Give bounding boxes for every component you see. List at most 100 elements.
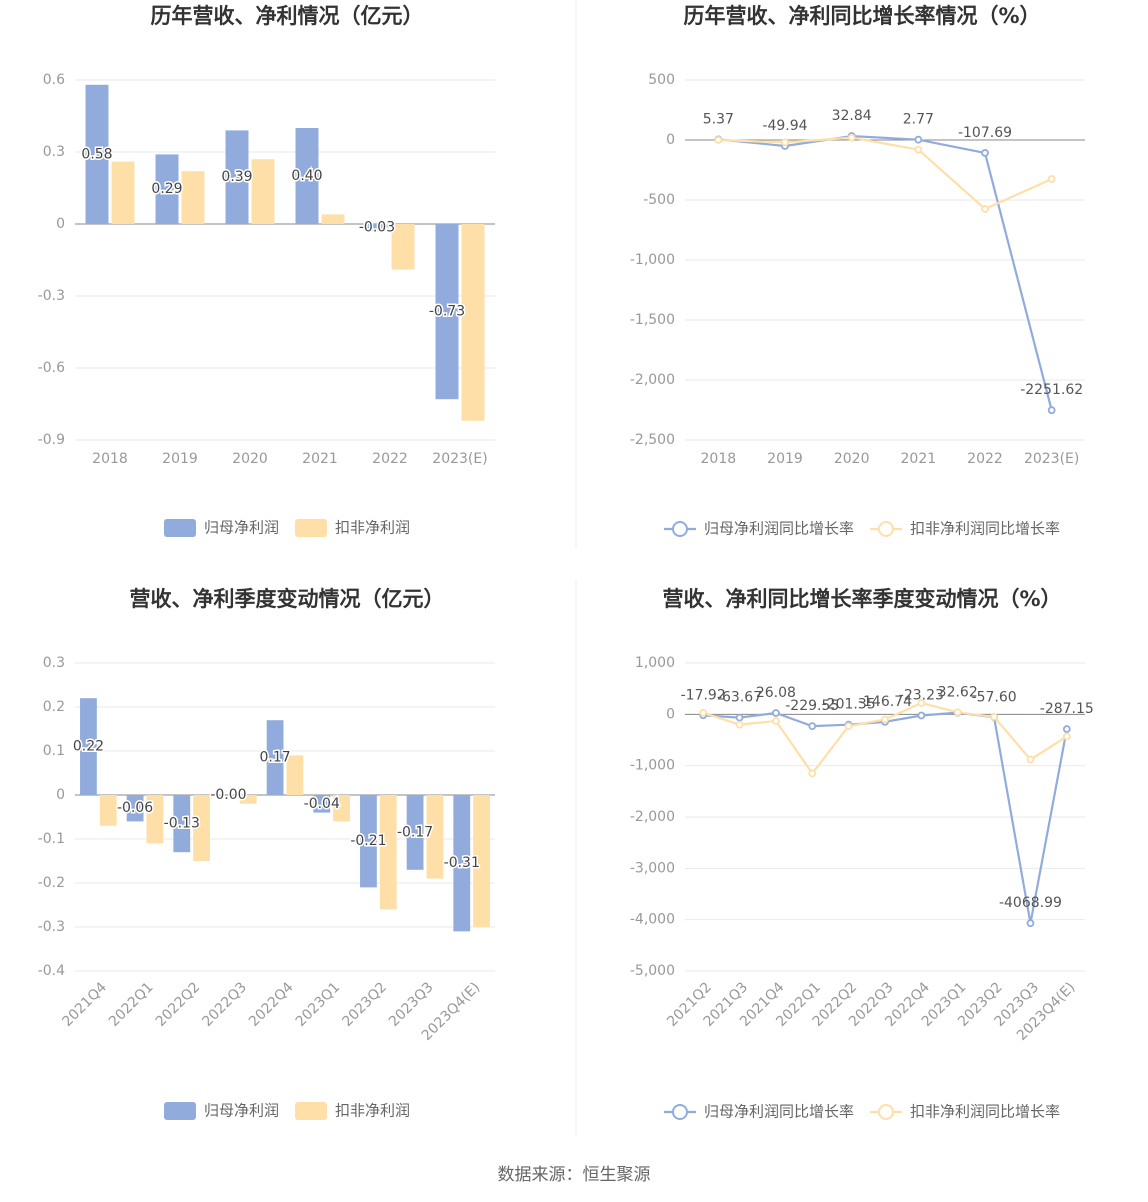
data-label: 0.29: [151, 181, 182, 197]
x-tick-label: 2019: [767, 451, 803, 467]
point: [981, 149, 989, 157]
bar: [435, 224, 459, 400]
legend: 归母净利润同比增长率 扣非净利润同比增长率: [663, 1103, 1060, 1121]
x-tick-label: 2023(E): [1024, 451, 1079, 467]
point: [735, 713, 744, 722]
point: [772, 717, 780, 725]
x-tick-label: 2022Q4: [246, 979, 297, 1030]
y-tick-label: -2,000: [630, 809, 675, 825]
data-label: -107.69: [958, 125, 1012, 141]
x-tick-label: 2022Q2: [153, 979, 204, 1030]
bar: [461, 224, 485, 421]
y-tick-label: 0.1: [43, 743, 65, 759]
data-label: 0.58: [81, 146, 112, 162]
point: [914, 135, 923, 144]
legend-swatch: [163, 519, 196, 537]
bar: [286, 755, 304, 795]
legend-label: 归母净利润同比增长率: [704, 520, 854, 538]
data-label: -0.73: [429, 304, 465, 320]
x-tick-label: 2023Q2: [339, 979, 390, 1030]
bar: [295, 128, 319, 224]
y-tick-label: 0: [666, 132, 675, 148]
line: [718, 136, 1053, 211]
y-tick-label: 500: [648, 72, 675, 88]
legend: 归母净利润 扣非净利润: [163, 519, 410, 537]
bar: [379, 795, 397, 910]
bar: [239, 795, 257, 804]
bar: [126, 795, 144, 822]
line: [718, 134, 1053, 411]
data-label: -0.03: [359, 220, 395, 236]
data-label: 0.39: [221, 169, 252, 185]
point: [772, 709, 780, 717]
data-label: 32.62: [938, 685, 978, 701]
point: [917, 699, 926, 707]
x-tick-label: 2022Q3: [199, 979, 250, 1030]
point: [917, 711, 926, 720]
y-tick-label: -0.6: [38, 360, 65, 376]
data-label: -0.06: [117, 800, 153, 816]
data-label: -49.94: [762, 118, 807, 134]
bar: [85, 84, 109, 224]
legend-swatch: [671, 1104, 688, 1120]
line: [703, 711, 1068, 924]
x-tick-label: 2020: [834, 451, 870, 467]
data-label: 0.22: [73, 739, 104, 755]
y-tick-label: 1,000: [635, 655, 675, 671]
x-tick-label: 2022Q1: [106, 979, 157, 1030]
data-label: -57.60: [972, 689, 1017, 705]
x-tick-label: 2023Q1: [293, 979, 344, 1030]
data-label: -63.67: [717, 690, 762, 706]
chart-title: 历年营收、净利情况（亿元）: [151, 4, 424, 28]
y-tick-label: 0.3: [43, 144, 65, 160]
y-tick-label: 0.6: [43, 72, 65, 88]
data-label: -0.17: [397, 824, 433, 840]
y-tick-label: -2,000: [630, 372, 675, 388]
data-label: 0.40: [291, 168, 322, 184]
y-tick-label: -0.9: [38, 432, 65, 448]
point: [881, 715, 889, 724]
data-label: -287.15: [1040, 701, 1094, 717]
point: [1062, 725, 1071, 733]
x-tick-label: 2021: [302, 451, 338, 467]
bar: [80, 698, 97, 795]
point: [990, 713, 998, 721]
bar: [406, 795, 424, 870]
y-tick-label: -0.3: [38, 288, 65, 304]
legend-label: 归母净利润: [204, 1102, 279, 1120]
legend: 归母净利润 扣非净利润: [163, 1102, 410, 1120]
x-tick-label: 2023(E): [432, 451, 487, 467]
bar: [225, 130, 249, 224]
bar: [321, 214, 345, 224]
bar: [266, 720, 284, 795]
bar: [426, 795, 444, 879]
data-label: -2251.62: [1020, 382, 1083, 398]
y-tick-label: -1,500: [630, 312, 675, 328]
data-label: 2.77: [903, 112, 934, 128]
point: [735, 720, 744, 729]
point: [1047, 406, 1056, 415]
point: [1026, 755, 1035, 764]
point: [953, 708, 962, 717]
legend-label: 扣非净利润: [335, 519, 410, 537]
point: [699, 708, 708, 717]
chart-title: 营收、净利季度变动情况（亿元）: [130, 587, 445, 611]
data-label: 26.08: [756, 685, 796, 701]
bar: [360, 795, 377, 888]
y-tick-label: 0.3: [43, 655, 65, 671]
legend-swatch: [295, 1102, 327, 1120]
y-tick-label: -0.4: [38, 963, 65, 979]
data-label: -0.21: [350, 833, 386, 849]
x-tick-label: 2018: [701, 451, 737, 467]
data-label: -0.13: [164, 816, 200, 832]
legend-label: 扣非净利润: [335, 1102, 410, 1120]
legend-label: 扣非净利润同比增长率: [910, 520, 1060, 538]
legend-label: 归母净利润同比增长率: [704, 1103, 854, 1121]
y-tick-label: -2,500: [630, 432, 675, 448]
legend-swatch: [878, 1104, 894, 1120]
point: [1062, 732, 1071, 741]
bar: [333, 795, 350, 822]
y-tick-label: 0: [56, 216, 65, 232]
legend-swatch: [878, 521, 894, 537]
data-label: -0.04: [304, 796, 340, 812]
